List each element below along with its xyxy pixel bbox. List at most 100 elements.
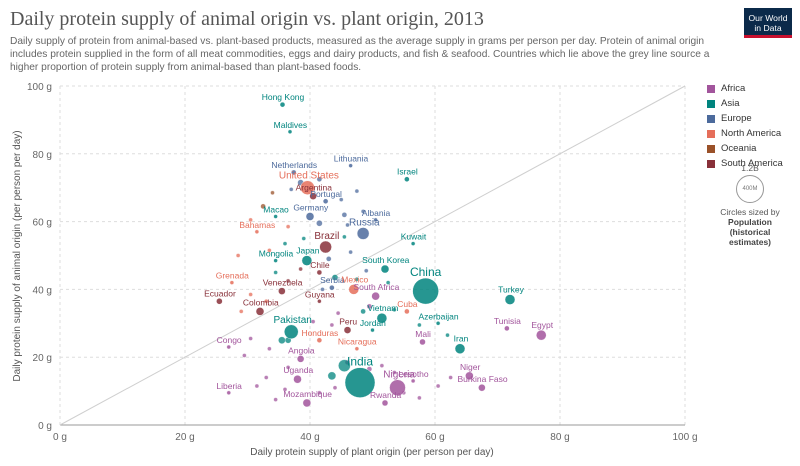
legend-label: Africa (721, 83, 746, 94)
data-point (504, 325, 510, 332)
data-point (278, 336, 286, 344)
point-label: Russia (349, 217, 380, 228)
size-legend-subtitle: (historical estimates) (728, 227, 772, 247)
data-point (341, 212, 348, 218)
data-point (248, 336, 253, 341)
legend-item[interactable]: Asia (707, 96, 783, 111)
unlabeled-points (235, 176, 453, 402)
data-point (371, 291, 380, 301)
legend-item[interactable]: Oceania (707, 141, 783, 156)
point-label: Colombia (243, 297, 279, 307)
legend-item[interactable]: Europe (707, 111, 783, 126)
size-legend-max: 1.2B (741, 163, 759, 173)
data-point (273, 214, 278, 219)
point-label: Chile (310, 260, 330, 270)
data-point (404, 308, 410, 315)
point-label: Portugal (310, 189, 342, 199)
x-tick-label: 60 g (425, 432, 444, 443)
data-point (392, 307, 397, 312)
data-point (454, 343, 466, 354)
point-label: India (347, 355, 373, 369)
point-label: United States (279, 171, 339, 182)
point-label: Hong Kong (262, 92, 305, 102)
country-points (216, 101, 547, 408)
data-point (360, 209, 366, 214)
data-point (417, 322, 422, 328)
point-label: China (410, 265, 442, 279)
data-point (354, 188, 360, 194)
data-point (287, 129, 293, 134)
x-tick-label: 80 g (550, 432, 569, 443)
legend-label: Oceania (721, 143, 757, 154)
data-point (329, 322, 335, 328)
data-point (235, 253, 241, 258)
data-point (376, 313, 388, 324)
data-point (410, 378, 416, 384)
data-point (285, 278, 291, 284)
point-label: Lithuania (334, 154, 369, 164)
data-point (356, 227, 370, 240)
data-point (370, 327, 375, 333)
owid-logo[interactable]: Our World in Data (744, 8, 792, 38)
data-point (248, 217, 253, 223)
chart-title: Daily protein supply of animal origin vs… (10, 8, 484, 30)
legend-item[interactable]: Africa (707, 81, 783, 96)
point-label: Bahamas (239, 220, 275, 230)
legend-label: Asia (721, 98, 740, 109)
data-point (410, 241, 416, 246)
data-point (354, 277, 360, 282)
point-label: Venezuela (263, 278, 303, 288)
legend-item[interactable]: North America (707, 126, 783, 141)
data-point (316, 337, 323, 343)
data-point (404, 176, 410, 182)
point-label: South Africa (354, 282, 400, 292)
point-label: Grenada (216, 271, 249, 281)
data-point (282, 387, 288, 392)
y-tick-label: 100 g (27, 82, 52, 93)
data-point (264, 375, 269, 380)
data-point (282, 241, 288, 246)
data-point (348, 284, 359, 295)
y-tick-label: 60 g (33, 218, 52, 229)
data-point (348, 249, 353, 255)
legend-label: North America (721, 128, 782, 139)
data-point (345, 222, 350, 228)
data-point (267, 346, 272, 351)
data-point (435, 383, 441, 389)
legend-swatch (707, 129, 715, 138)
size-legend: 1.2B 400M Circles sized by Population (h… (712, 163, 788, 247)
data-point (320, 287, 325, 292)
reference-line (59, 85, 686, 426)
x-tick-label: 0 g (53, 432, 67, 443)
point-label: Mozambique (283, 389, 332, 399)
point-label: Japan (296, 246, 319, 256)
legend-item[interactable]: South America (707, 156, 783, 171)
point-label: Vietnam (367, 303, 398, 313)
data-point (273, 258, 278, 263)
data-point (309, 192, 317, 200)
data-point (331, 274, 339, 281)
point-label: Angola (288, 345, 315, 355)
point-label: Ecuador (204, 288, 236, 298)
data-point (332, 385, 338, 390)
x-axis-ticks: 0 g 20 g 40 g 60 g 80 g 100 g (53, 432, 697, 443)
data-point (366, 303, 373, 310)
point-label: Turkey (498, 285, 524, 295)
point-label: Cuba (397, 299, 418, 309)
data-point (301, 255, 313, 266)
data-point (329, 285, 335, 291)
point-label: Rwanda (370, 390, 401, 400)
x-axis-label: Daily protein supply of plant origin (pe… (250, 447, 493, 458)
point-label: Pakistan (273, 315, 311, 326)
legend-swatch (707, 114, 715, 123)
chart-subtitle: Daily supply of protein from animal-base… (10, 36, 710, 73)
y-tick-label: 40 g (33, 285, 52, 296)
data-point (338, 359, 351, 372)
data-point (327, 371, 337, 380)
data-point (264, 299, 269, 304)
point-label: Argentina (296, 183, 333, 193)
size-legend-min: 400M (742, 186, 758, 192)
data-point (301, 236, 306, 241)
data-point (278, 287, 286, 295)
point-label: Guyana (305, 289, 335, 299)
